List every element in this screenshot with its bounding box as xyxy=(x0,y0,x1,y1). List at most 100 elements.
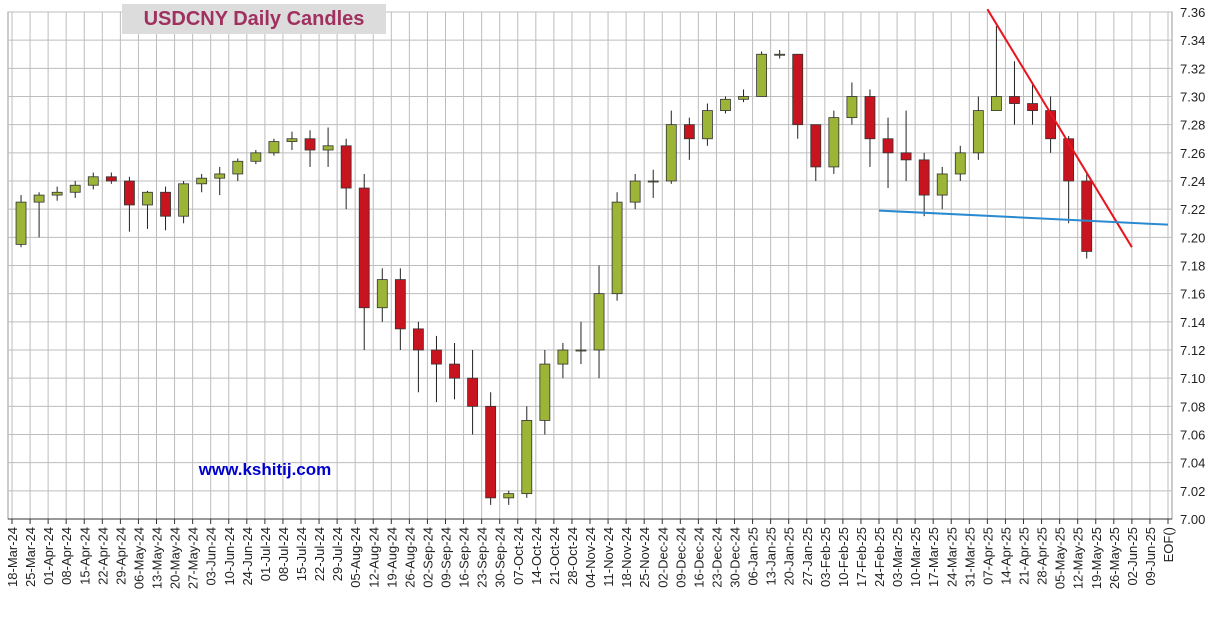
candle-body xyxy=(665,124,677,182)
candle-body xyxy=(394,279,406,330)
x-tick-label: 09-Sep-24 xyxy=(439,527,454,588)
x-tick-label: 31-Mar-25 xyxy=(962,527,977,587)
x-tick-label: 15-Apr-24 xyxy=(77,527,92,585)
x-tick-label: 24-Jun-24 xyxy=(240,527,255,586)
candle-body xyxy=(413,328,424,351)
candle-body xyxy=(611,201,623,295)
candle-body xyxy=(105,176,117,182)
y-tick-label: 7.32 xyxy=(1180,61,1205,76)
x-tick-label: 12-May-25 xyxy=(1071,527,1086,589)
candle-body xyxy=(1081,180,1093,252)
candle-body xyxy=(160,191,171,217)
candle-body xyxy=(828,117,840,168)
x-tick-label: 25-Nov-24 xyxy=(637,527,652,588)
trendline xyxy=(986,8,1133,248)
candle-body xyxy=(142,191,153,206)
x-tick-label: 06-Jan-25 xyxy=(746,527,761,586)
candle-body xyxy=(1045,110,1056,140)
y-tick-label: 7.20 xyxy=(1180,230,1205,245)
x-tick-label: 18-Nov-24 xyxy=(619,527,634,588)
candle-body xyxy=(575,349,587,352)
candle-body xyxy=(69,184,81,193)
x-tick-label: 16-Dec-24 xyxy=(691,527,706,588)
candle-body xyxy=(972,110,984,154)
candle-body xyxy=(882,138,894,154)
x-tick-label: 20-Jan-25 xyxy=(782,527,797,586)
candle-body xyxy=(87,176,99,186)
x-tick-label: 28-Oct-24 xyxy=(565,527,580,585)
x-tick-label: 03-Jun-24 xyxy=(204,527,219,586)
x-tick-label: 04-Nov-24 xyxy=(583,527,598,588)
candle-body xyxy=(846,96,858,119)
title-box xyxy=(122,4,386,34)
x-tick-label: 26-Aug-24 xyxy=(402,527,417,588)
x-tick-label: 13-Jan-25 xyxy=(764,527,779,586)
candle-body xyxy=(322,145,334,151)
x-tick-label: 13-May-24 xyxy=(150,527,165,589)
candle-body xyxy=(810,124,822,168)
x-tick-label: 29-Jul-24 xyxy=(330,527,345,581)
candle-body xyxy=(593,293,605,351)
y-tick-label: 7.18 xyxy=(1180,259,1205,274)
y-tick-label: 7.02 xyxy=(1180,484,1205,499)
candle-body xyxy=(774,53,786,56)
candle-body xyxy=(900,152,912,161)
x-tick-label: 24-Mar-25 xyxy=(944,527,959,587)
candle-body xyxy=(1063,138,1075,182)
candle-body xyxy=(431,349,442,365)
candle-body xyxy=(720,98,731,111)
x-tick-label: 21-Apr-25 xyxy=(1017,527,1032,585)
x-tick-label: 07-Oct-24 xyxy=(511,527,526,585)
candle-body xyxy=(557,349,569,365)
x-tick-label: 10-Mar-25 xyxy=(908,527,923,587)
x-tick-label: 21-Oct-24 xyxy=(547,527,562,585)
y-tick-label: 7.36 xyxy=(1180,5,1205,20)
trendline xyxy=(878,209,1169,226)
x-tick-label: 19-May-25 xyxy=(1089,527,1104,589)
candle-body xyxy=(738,96,749,100)
y-tick-label: 7.08 xyxy=(1180,399,1205,414)
y-tick-label: 7.14 xyxy=(1180,315,1205,330)
candle-body xyxy=(918,159,930,196)
x-tick-label: 23-Sep-24 xyxy=(475,527,490,588)
x-tick-label: 02-Jun-25 xyxy=(1125,527,1140,586)
candle-body xyxy=(1009,96,1020,104)
x-tick-label: 20-May-24 xyxy=(168,527,183,589)
candle-body xyxy=(1027,103,1038,111)
x-tick-label: 25-Mar-24 xyxy=(23,527,38,587)
x-tick-label: 14-Apr-25 xyxy=(998,527,1013,585)
y-tick-label: 7.24 xyxy=(1180,174,1205,189)
x-tick-label: 17-Mar-25 xyxy=(926,527,941,587)
x-tick-label: 08-Apr-24 xyxy=(59,527,74,585)
candle-body xyxy=(792,53,804,126)
x-tick-label: 24-Feb-25 xyxy=(872,527,887,587)
x-tick-label: 16-Sep-24 xyxy=(457,527,472,588)
x-tick-label: 08-Jul-24 xyxy=(276,527,291,581)
candle-body xyxy=(756,53,767,97)
candle-body xyxy=(232,160,244,175)
x-tick-label: 10-Jun-24 xyxy=(222,527,237,586)
candle-body xyxy=(286,138,298,142)
candle-body xyxy=(702,110,713,140)
candle-body xyxy=(33,194,45,203)
candle-body xyxy=(936,173,948,196)
x-tick-label: 02-Sep-24 xyxy=(420,527,435,588)
x-tick-label: 06-May-24 xyxy=(131,527,146,589)
x-tick-label: 07-Apr-25 xyxy=(980,527,995,585)
y-tick-label: 7.26 xyxy=(1180,146,1205,161)
x-tick-label: 22-Apr-24 xyxy=(95,527,110,585)
candle-body xyxy=(304,138,316,151)
x-tick-label: 01-Apr-24 xyxy=(41,527,56,585)
x-tick-label: 02-Dec-24 xyxy=(655,527,670,588)
candle-body xyxy=(449,363,460,379)
x-tick-label: 28-Apr-25 xyxy=(1035,527,1050,585)
candle-body xyxy=(15,201,27,245)
x-tick-label: 30-Sep-24 xyxy=(493,527,508,588)
candle-body xyxy=(864,96,876,140)
candle-body xyxy=(268,141,280,154)
y-tick-label: 7.04 xyxy=(1180,456,1205,471)
y-tick-label: 7.12 xyxy=(1180,343,1205,358)
candle-body xyxy=(647,180,659,183)
